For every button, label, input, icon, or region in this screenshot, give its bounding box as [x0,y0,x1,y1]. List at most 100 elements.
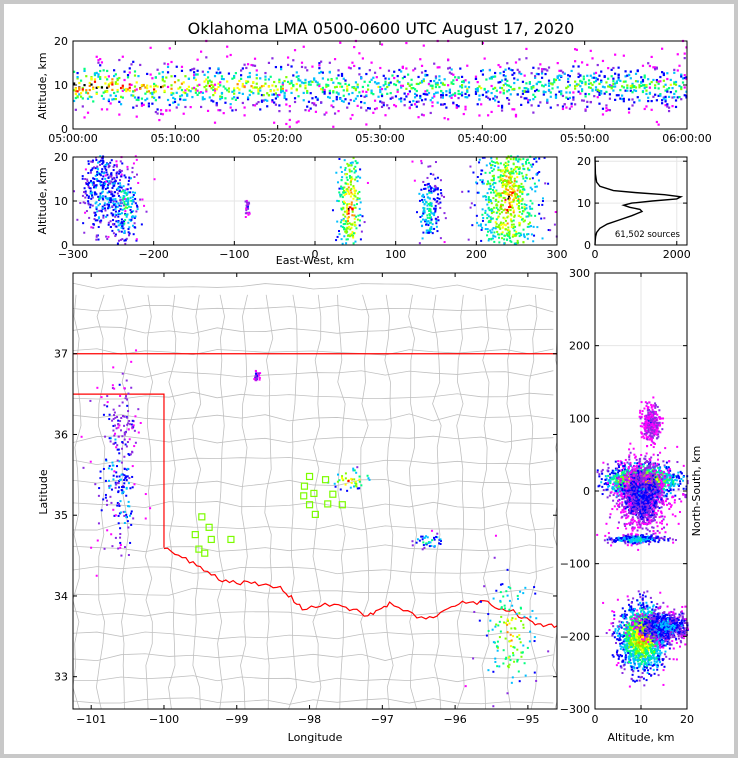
source-pixel [433,545,436,548]
source-pixel [158,72,161,75]
source-pixel [466,90,469,93]
source-pixel [586,105,589,108]
source-pixel [407,73,410,76]
source-pixel [679,470,682,473]
source-pixel [504,201,507,204]
source-pixel [504,185,507,188]
source-pixel [429,209,432,212]
source-pixel [478,85,481,88]
source-pixel [505,175,508,178]
source-pixel [607,67,610,70]
altitude-histogram-frame [594,156,688,246]
source-pixel [99,69,102,73]
source-pixel [608,85,612,88]
source-pixel [133,96,137,99]
source-pixel [420,71,424,74]
source-pixel [313,103,316,106]
source-pixel [405,87,408,90]
county-line [73,391,554,400]
source-pixel [97,226,100,229]
source-pixel [538,157,541,160]
source-pixel [233,96,236,99]
source-pixel [496,204,499,207]
source-pixel [495,157,498,160]
source-pixel [246,98,250,101]
source-pixel [512,226,515,229]
source-pixel [321,71,324,74]
source-pixel [443,83,446,87]
source-pixel [233,76,236,79]
source-pixel [608,478,611,481]
source-pixel [252,64,255,67]
county-line [73,675,554,683]
source-pixel [540,72,544,75]
source-pixel [518,201,521,204]
source-pixel [250,63,253,67]
source-pixel [104,165,107,168]
source-pixel [466,64,469,67]
source-pixel [486,183,489,186]
source-pixel [299,79,302,82]
source-pixel [123,510,126,513]
source-pixel [128,505,131,508]
source-pixel [513,214,516,217]
source-pixel [123,387,126,390]
source-pixel [483,57,486,60]
source-pixel [516,635,519,638]
source-pixel [102,184,105,187]
source-pixel [499,591,502,594]
source-pixel [246,212,249,215]
source-pixel [120,429,123,432]
source-pixel [126,192,129,195]
source-pixel [119,478,122,481]
source-pixel [516,242,519,245]
source-pixel [662,73,665,77]
source-pixel [560,90,563,93]
source-pixel [269,90,272,93]
source-pixel [114,94,117,97]
source-pixel [105,171,108,174]
source-pixel [111,229,114,232]
source-pixel [248,75,251,78]
source-pixel [415,105,418,108]
source-pixel [493,75,497,78]
source-pixel [96,386,99,389]
source-pixel [133,217,136,220]
source-pixel [628,474,631,477]
map-ytick-label: 34 [54,590,68,603]
source-pixel [525,204,528,207]
source-pixel [474,90,478,93]
county-line [360,294,370,709]
source-pixel [672,481,675,484]
source-pixel [340,179,343,182]
source-pixel [522,241,525,244]
source-pixel [274,103,278,106]
source-pixel [639,517,642,520]
county-line [192,294,202,709]
source-pixel [631,466,634,469]
source-pixel [428,197,431,200]
source-pixel [124,189,127,192]
source-pixel [123,239,126,242]
source-pixel [300,81,304,84]
source-pixel [346,203,349,206]
source-pixel [434,82,438,85]
time-height-ylabel: Altitude, km [36,52,49,119]
source-pixel [92,87,95,91]
source-pixel [612,89,615,92]
source-pixel [523,97,526,100]
source-pixel [627,73,631,77]
source-pixel [311,97,314,100]
source-pixel [224,97,227,100]
source-pixel [525,57,528,60]
source-pixel [105,169,108,172]
source-pixel [259,372,262,375]
source-pixel [615,81,618,84]
source-pixel [410,103,413,106]
source-pixel [596,96,599,99]
source-pixel [146,87,149,90]
source-pixel [133,70,137,73]
source-pixel [462,79,465,83]
source-pixel [90,83,93,86]
source-pixel [657,466,660,469]
